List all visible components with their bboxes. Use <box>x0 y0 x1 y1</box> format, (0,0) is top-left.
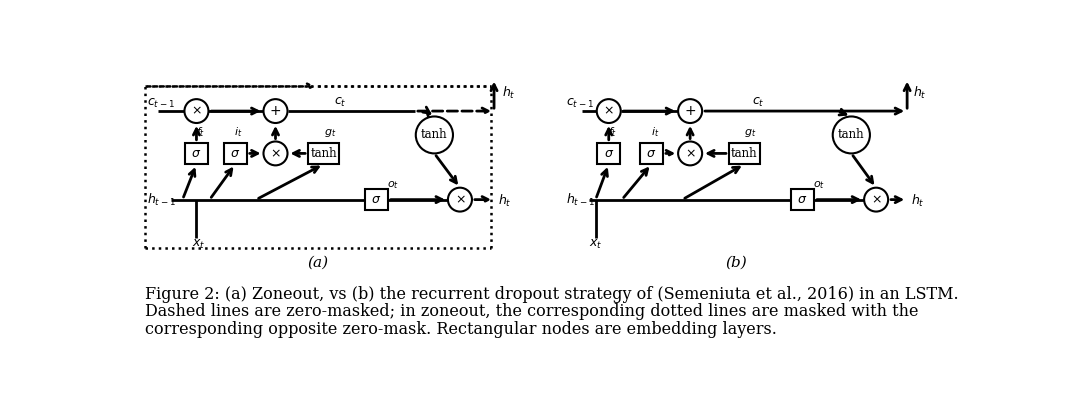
Text: $o_t$: $o_t$ <box>387 179 399 191</box>
Text: Dashed lines are zero-masked; in zoneout, the corresponding dotted lines are mas: Dashed lines are zero-masked; in zoneout… <box>146 303 918 320</box>
Bar <box>597 143 620 164</box>
Text: tanh: tanh <box>731 147 757 160</box>
Text: $\times$: $\times$ <box>455 193 466 206</box>
Bar <box>223 143 247 164</box>
Text: $g_t$: $g_t$ <box>323 127 336 139</box>
Text: $f_t$: $f_t$ <box>196 125 205 139</box>
Text: tanh: tanh <box>310 147 337 160</box>
Text: $f_t$: $f_t$ <box>608 125 617 139</box>
Text: $\sigma$: $\sigma$ <box>646 147 656 160</box>
Text: (b): (b) <box>726 255 747 270</box>
Circle shape <box>678 99 702 123</box>
Bar <box>308 143 339 164</box>
Text: Figure 2: (a) Zoneout, vs (b) the recurrent dropout strategy of (Semeniuta et al: Figure 2: (a) Zoneout, vs (b) the recurr… <box>146 286 959 303</box>
Circle shape <box>448 188 472 211</box>
Text: $h_{t-1}$: $h_{t-1}$ <box>566 192 595 208</box>
Text: $\times$: $\times$ <box>870 193 881 206</box>
Text: tanh: tanh <box>421 129 447 141</box>
Text: $g_t$: $g_t$ <box>744 127 757 139</box>
Text: $c_t$: $c_t$ <box>752 96 765 109</box>
Text: $c_{t-1}$: $c_{t-1}$ <box>147 97 175 110</box>
Text: $i_t$: $i_t$ <box>234 125 243 139</box>
Text: $+$: $+$ <box>684 104 696 118</box>
Text: corresponding opposite zero-mask. Rectangular nodes are embedding layers.: corresponding opposite zero-mask. Rectan… <box>146 321 777 338</box>
Circle shape <box>678 141 702 165</box>
Text: $x_t$: $x_t$ <box>191 239 206 252</box>
Text: $c_t$: $c_t$ <box>334 96 346 109</box>
Text: $h_t$: $h_t$ <box>502 85 516 101</box>
Text: $h_t$: $h_t$ <box>911 193 925 209</box>
Text: $c_{t-1}$: $c_{t-1}$ <box>566 97 594 110</box>
Text: (a): (a) <box>308 255 329 270</box>
Text: $h_t$: $h_t$ <box>498 193 511 209</box>
Bar <box>791 189 814 210</box>
Text: $\sigma$: $\sigma$ <box>798 193 807 206</box>
Text: $h_{t-1}$: $h_{t-1}$ <box>147 192 175 208</box>
Bar <box>729 143 759 164</box>
Text: $\times$: $\times$ <box>604 105 614 118</box>
Circle shape <box>263 141 287 165</box>
Text: $i_t$: $i_t$ <box>651 125 659 139</box>
Text: $o_t$: $o_t$ <box>814 179 826 191</box>
Text: $\times$: $\times$ <box>191 105 202 118</box>
Text: tanh: tanh <box>838 129 865 141</box>
Text: $h_t$: $h_t$ <box>913 85 927 101</box>
Text: $\times$: $\times$ <box>270 147 281 160</box>
Circle shape <box>263 99 287 123</box>
Circle shape <box>596 99 621 123</box>
Text: $\times$: $\times$ <box>684 147 695 160</box>
Text: $\sigma$: $\sigma$ <box>604 147 614 160</box>
Text: $\sigma$: $\sigma$ <box>371 193 382 206</box>
Text: $+$: $+$ <box>270 104 282 118</box>
Text: $\sigma$: $\sigma$ <box>230 147 240 160</box>
Bar <box>364 189 388 210</box>
Bar <box>640 143 663 164</box>
Circle shape <box>832 116 870 153</box>
Circle shape <box>416 116 453 153</box>
Bar <box>185 143 208 164</box>
Text: $x_t$: $x_t$ <box>590 239 603 252</box>
Circle shape <box>864 188 888 211</box>
Text: $\sigma$: $\sigma$ <box>191 147 201 160</box>
Circle shape <box>185 99 209 123</box>
